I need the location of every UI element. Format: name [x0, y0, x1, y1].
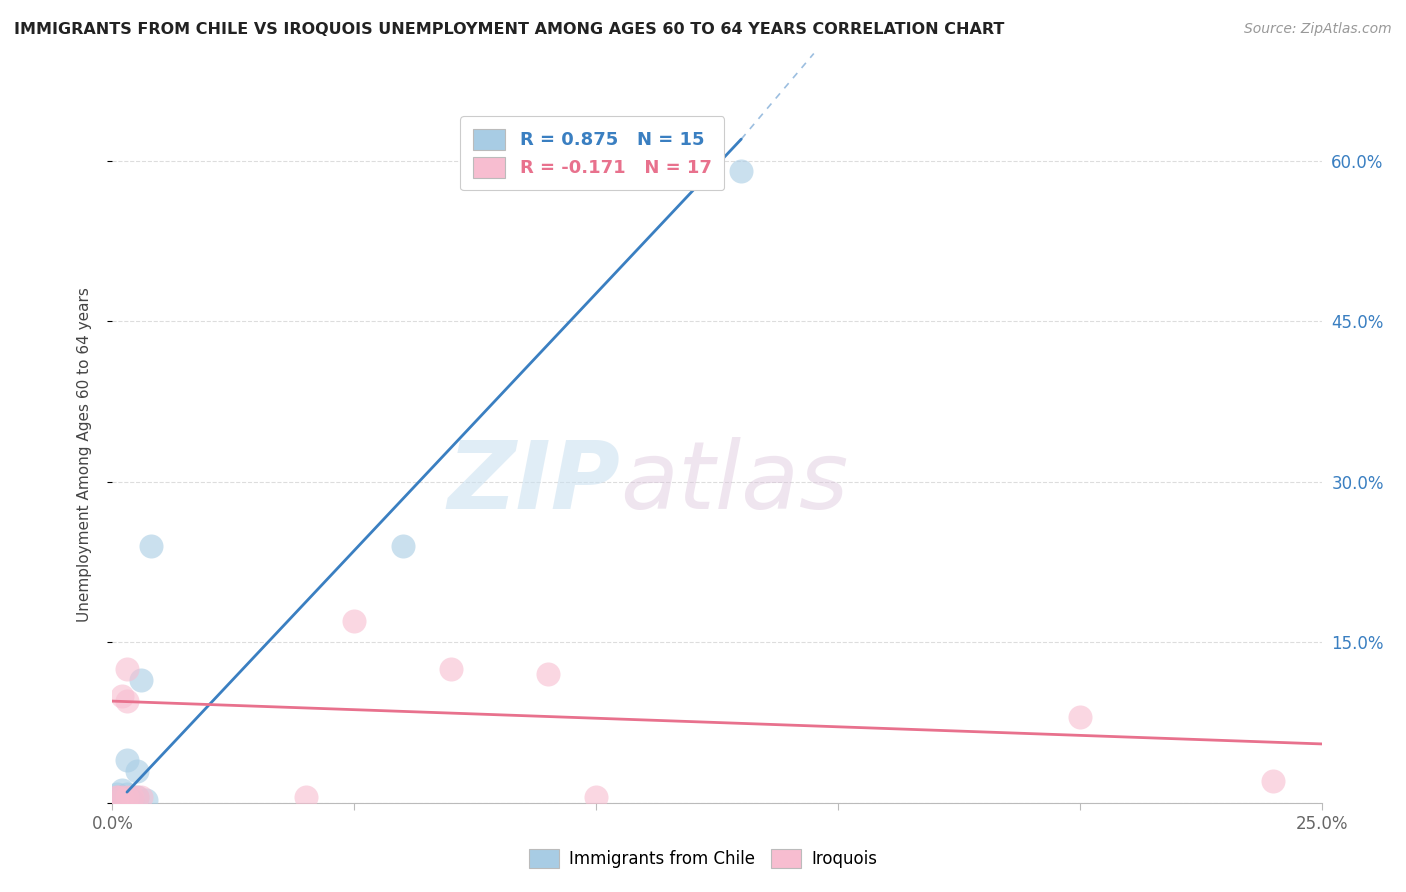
Text: Source: ZipAtlas.com: Source: ZipAtlas.com	[1244, 22, 1392, 37]
Point	[1069, 710, 1091, 724]
Point	[115, 662, 138, 676]
Point	[295, 790, 318, 805]
Legend: Immigrants from Chile, Iroquois: Immigrants from Chile, Iroquois	[522, 843, 884, 875]
Point	[111, 790, 134, 805]
Point	[105, 787, 128, 801]
Point	[125, 790, 148, 805]
Point	[1263, 774, 1285, 789]
Point	[730, 164, 752, 178]
Text: IMMIGRANTS FROM CHILE VS IROQUOIS UNEMPLOYMENT AMONG AGES 60 TO 64 YEARS CORRELA: IMMIGRANTS FROM CHILE VS IROQUOIS UNEMPL…	[14, 22, 1004, 37]
Point	[115, 790, 138, 805]
Text: atlas: atlas	[620, 437, 849, 528]
Point	[391, 539, 413, 553]
Point	[125, 790, 148, 805]
Point	[115, 787, 138, 801]
Point	[111, 790, 134, 805]
Point	[111, 689, 134, 703]
Point	[121, 790, 143, 805]
Point	[343, 614, 366, 628]
Point	[131, 790, 153, 805]
Point	[105, 790, 128, 805]
Point	[537, 667, 560, 681]
Point	[440, 662, 463, 676]
Point	[141, 539, 163, 553]
Point	[111, 783, 134, 797]
Point	[135, 792, 157, 806]
Point	[125, 764, 148, 778]
Point	[585, 790, 607, 805]
Legend: R = 0.875   N = 15, R = -0.171   N = 17: R = 0.875 N = 15, R = -0.171 N = 17	[460, 116, 724, 190]
Point	[108, 792, 131, 806]
Point	[105, 790, 128, 805]
Point	[115, 694, 138, 708]
Y-axis label: Unemployment Among Ages 60 to 64 years: Unemployment Among Ages 60 to 64 years	[77, 287, 91, 623]
Text: ZIP: ZIP	[447, 437, 620, 529]
Point	[121, 792, 143, 806]
Point	[115, 753, 138, 767]
Point	[131, 673, 153, 687]
Point	[105, 790, 128, 805]
